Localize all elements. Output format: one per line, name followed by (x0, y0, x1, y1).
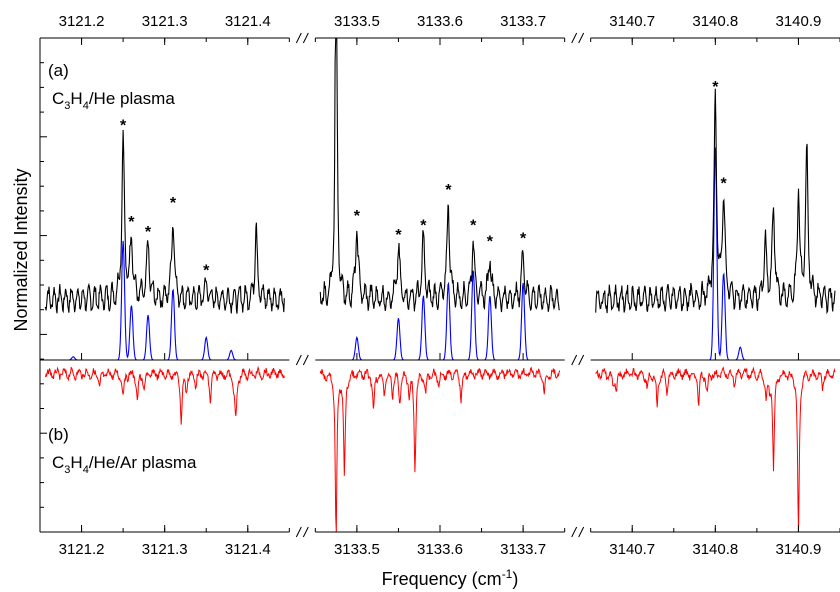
peak-star: * (203, 263, 210, 280)
observed-trace-1 (44, 129, 285, 314)
ticks-layer: 3121.2 3121.2 3121.3 3121.3 3121.4 3121.4 3133… (39, 13, 840, 558)
peak-markers: * * * * * * * * * * * * * * (120, 79, 728, 280)
bottom-tick-label: 3140.7 (609, 541, 655, 558)
panel-a-condition: C3H4/He plasma (52, 89, 175, 112)
axis-break-mark (578, 354, 585, 366)
bottom-tick-label: 3133.6 (417, 541, 463, 558)
axis-break-mark (302, 526, 309, 538)
peak-star: * (145, 224, 152, 241)
top-tick-label: 3140.7 (609, 13, 655, 30)
peak-star: * (445, 182, 452, 199)
panel-b-condition: C3H4/He/Ar plasma (52, 453, 197, 476)
panel-b-trace-2 (319, 366, 561, 533)
axis-break-mark (295, 526, 302, 538)
top-tick-label: 3133.5 (334, 13, 380, 30)
axis-break-mark (571, 526, 578, 538)
panel-b-trace-1 (44, 365, 285, 425)
axis-break-mark (295, 32, 302, 44)
top-tick-label: 3140.9 (775, 13, 821, 30)
bottom-tick-label: 3133.5 (334, 541, 380, 558)
observed-trace-2 (319, 37, 560, 313)
peak-star: * (395, 227, 402, 244)
panel-a-label: (a) (48, 61, 69, 80)
axis-break-mark (302, 354, 309, 366)
top-tick-label: 3133.6 (417, 13, 463, 30)
peak-star: * (128, 214, 135, 231)
observed-trace-3 (595, 88, 836, 315)
bottom-tick-label: 3140.9 (775, 541, 821, 558)
x-axis-title: Frequency (cm-1) (382, 567, 519, 589)
axis-break-mark (578, 526, 585, 538)
top-tick-label: 3133.7 (500, 13, 546, 30)
top-tick-label: 3121.4 (225, 13, 271, 30)
bottom-tick-label: 3140.8 (692, 541, 738, 558)
top-tick-label: 3121.2 (59, 13, 105, 30)
peak-star: * (420, 217, 427, 234)
panel-b-label: (b) (48, 425, 69, 444)
peak-star: * (354, 208, 361, 225)
axis-break-mark (295, 354, 302, 366)
axis-break-mark (571, 354, 578, 366)
peak-star: * (170, 195, 177, 212)
peak-star: * (470, 217, 477, 234)
peak-star: * (712, 79, 719, 96)
panel-b-trace-3 (595, 366, 836, 532)
bottom-tick-label: 3121.2 (59, 541, 105, 558)
axis-break-mark (578, 32, 585, 44)
axis-break-mark (571, 32, 578, 44)
axis-break-mark (302, 32, 309, 44)
bottom-tick-label: 3121.3 (142, 541, 188, 558)
top-tick-label: 3121.3 (142, 13, 188, 30)
y-axis-title: Normalized Intensity (11, 168, 31, 331)
bottom-tick-label: 3121.4 (225, 541, 271, 558)
peak-star: * (120, 118, 127, 135)
peak-star: * (520, 230, 527, 247)
bottom-tick-label: 3133.7 (500, 541, 546, 558)
peak-star: * (721, 176, 728, 193)
peak-star: * (487, 234, 494, 251)
top-tick-label: 3140.8 (692, 13, 738, 30)
